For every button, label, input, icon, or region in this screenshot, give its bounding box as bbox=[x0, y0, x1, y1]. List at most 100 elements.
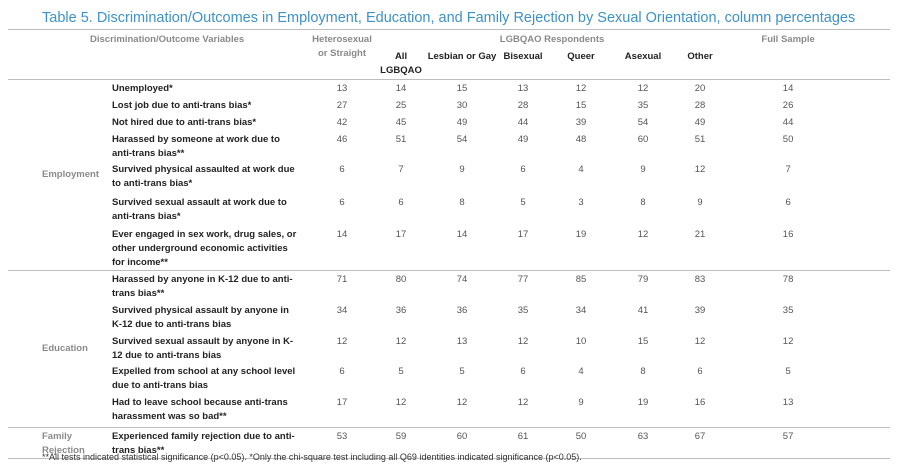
header-other: Other bbox=[687, 51, 713, 62]
value-cell: 54 bbox=[637, 117, 649, 128]
value-cell: 14 bbox=[728, 78, 849, 97]
value-cell: 79 bbox=[614, 270, 673, 302]
variable-label: Had to leave school because anti-trans h… bbox=[112, 396, 288, 422]
header-variables: Discrimination/Outcome Variables bbox=[90, 34, 245, 45]
header-asexual: Asexual bbox=[624, 51, 662, 62]
value-cell: 46 bbox=[336, 134, 348, 145]
value-cell: 34 bbox=[336, 304, 348, 316]
value-cell: 54 bbox=[456, 134, 468, 145]
value-cell: 36 bbox=[395, 304, 407, 316]
header-lesbian-gay: Lesbian or Gay bbox=[427, 51, 497, 62]
value-cell: 16 bbox=[694, 396, 706, 408]
value-cell: 15 bbox=[426, 78, 499, 97]
value-cell: 15 bbox=[637, 335, 649, 347]
table-row: Survived physical assault by anyone in K… bbox=[8, 302, 890, 333]
value-cell: 17 bbox=[517, 229, 529, 240]
value-cell: 6 bbox=[785, 197, 791, 208]
group-label: Family Rejection bbox=[8, 427, 112, 459]
value-cell: 85 bbox=[548, 270, 615, 302]
value-cell: 13 bbox=[456, 335, 468, 347]
value-cell: 44 bbox=[782, 117, 794, 128]
value-cell: 12 bbox=[395, 396, 407, 408]
variable-label: Survived physical assaulted at work due … bbox=[112, 164, 295, 189]
variable-label: Harassed by someone at work due to anti-… bbox=[112, 134, 280, 159]
value-cell: 12 bbox=[637, 229, 649, 240]
header-hetero: Heterosexual or Straight bbox=[312, 34, 372, 59]
value-cell: 12 bbox=[395, 335, 407, 347]
variable-label: Survived sexual assault at work due to a… bbox=[112, 197, 287, 222]
value-cell: 5 bbox=[520, 197, 526, 208]
table-row: Expelled from school at any school level… bbox=[8, 363, 890, 394]
value-cell: 83 bbox=[672, 270, 729, 302]
header-bisexual: Bisexual bbox=[503, 51, 543, 62]
value-cell: 8 bbox=[640, 365, 646, 377]
header-queer: Queer bbox=[567, 51, 595, 62]
footnote: **All tests indicated statistical signif… bbox=[42, 452, 582, 462]
value-cell: 14 bbox=[336, 229, 348, 240]
value-cell: 6 bbox=[339, 164, 345, 175]
value-cell: 7 bbox=[398, 164, 404, 175]
value-cell: 12 bbox=[548, 78, 615, 97]
value-cell: 6 bbox=[339, 197, 345, 208]
value-cell: 50 bbox=[782, 134, 794, 145]
value-cell: 45 bbox=[395, 117, 407, 128]
group-label: Education bbox=[8, 270, 112, 428]
value-cell: 60 bbox=[637, 134, 649, 145]
value-cell: 25 bbox=[395, 100, 407, 111]
table-row: Harassed by someone at work due to anti-… bbox=[8, 131, 890, 161]
value-cell: 61 bbox=[498, 427, 549, 459]
value-cell: 71 bbox=[308, 270, 377, 302]
group-label: Employment bbox=[8, 78, 112, 271]
value-cell: 19 bbox=[575, 229, 587, 240]
value-cell: 13 bbox=[498, 78, 549, 97]
value-cell: 74 bbox=[426, 270, 499, 302]
value-cell: 53 bbox=[308, 427, 377, 459]
variable-label: Experienced family rejection due to anti… bbox=[112, 427, 309, 459]
value-cell: 5 bbox=[398, 365, 404, 377]
variable-label: Unemployed* bbox=[112, 78, 309, 97]
value-cell: 8 bbox=[459, 197, 465, 208]
value-cell: 26 bbox=[782, 100, 794, 111]
value-cell: 6 bbox=[520, 365, 526, 377]
data-table: Discrimination/Outcome Variables Heteros… bbox=[8, 29, 891, 459]
value-cell: 17 bbox=[336, 396, 348, 408]
value-cell: 17 bbox=[395, 229, 407, 240]
value-cell: 6 bbox=[339, 365, 345, 377]
value-cell: 20 bbox=[672, 78, 729, 97]
value-cell: 80 bbox=[376, 270, 427, 302]
value-cell: 10 bbox=[575, 335, 587, 347]
value-cell: 51 bbox=[694, 134, 706, 145]
value-cell: 12 bbox=[336, 335, 348, 347]
value-cell: 36 bbox=[456, 304, 468, 316]
table-row: Ever engaged in sex work, drug sales, or… bbox=[8, 226, 890, 271]
value-cell: 42 bbox=[336, 117, 348, 128]
value-cell: 4 bbox=[578, 164, 584, 175]
value-cell: 49 bbox=[456, 117, 468, 128]
value-cell: 28 bbox=[517, 100, 529, 111]
value-cell: 9 bbox=[459, 164, 465, 175]
value-cell: 12 bbox=[517, 396, 529, 408]
table-row: Employment Unemployed* 13 14 15 13 12 12 20 14 bbox=[8, 78, 891, 271]
value-cell: 12 bbox=[694, 164, 706, 175]
value-cell: 30 bbox=[456, 100, 468, 111]
value-cell: 14 bbox=[456, 229, 468, 240]
table-row: Survived sexual assault at work due to a… bbox=[8, 194, 890, 226]
value-cell: 48 bbox=[575, 134, 587, 145]
header-all-lgbqao: All LGBQAO bbox=[380, 51, 422, 76]
value-cell: 9 bbox=[578, 396, 584, 408]
table-row: Family Rejection Experienced family rejec… bbox=[8, 427, 891, 459]
value-cell: 5 bbox=[459, 365, 465, 377]
value-cell: 27 bbox=[336, 100, 348, 111]
table-row: Lost job due to anti-trans bias* 27 25 30 28… bbox=[8, 97, 890, 114]
header-full-sample: Full Sample bbox=[761, 34, 815, 45]
value-cell: 57 bbox=[728, 427, 849, 459]
table-row: Education Harassed by anyone in K-12 due … bbox=[8, 270, 891, 428]
value-cell: 41 bbox=[637, 304, 649, 316]
value-cell: 12 bbox=[614, 78, 673, 97]
value-cell: 4 bbox=[578, 365, 584, 377]
value-cell: 12 bbox=[456, 396, 468, 408]
value-cell: 14 bbox=[376, 78, 427, 97]
value-cell: 78 bbox=[728, 270, 849, 302]
variable-label: Not hired due to anti-trans bias* bbox=[112, 117, 257, 128]
value-cell: 49 bbox=[517, 134, 529, 145]
